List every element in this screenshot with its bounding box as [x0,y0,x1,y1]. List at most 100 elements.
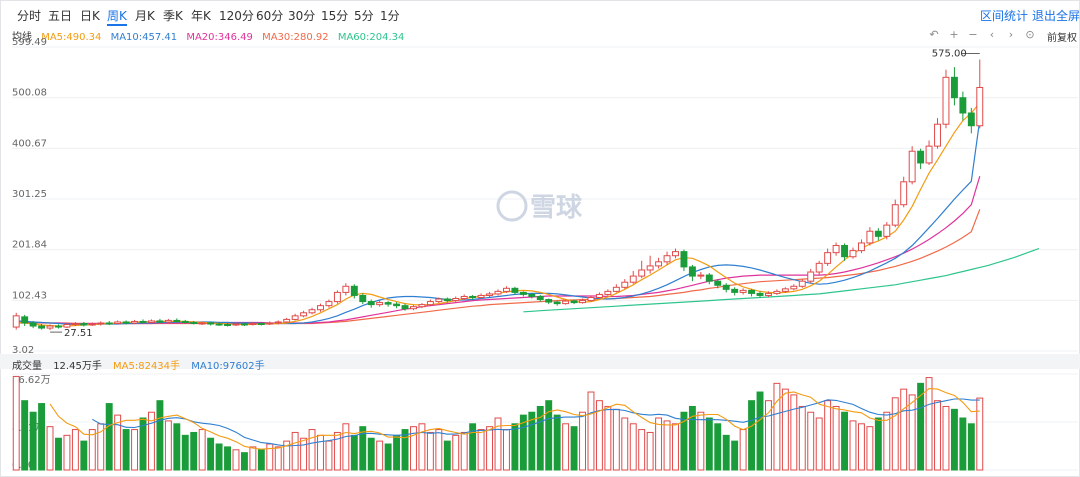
candle-body [908,150,916,183]
candle-body [283,318,291,323]
candle [274,320,282,325]
volume-total: 12.45万手 [53,361,102,372]
tab-quarter-k[interactable]: 季K [163,9,183,23]
volume-ma10-line [92,398,980,447]
candle [925,140,933,165]
candle [283,317,291,323]
volume-bar [765,400,772,471]
candle-body [384,302,392,305]
reset-icon[interactable]: ⊙ [1025,28,1035,41]
candle-body [97,322,105,325]
volume-bar [714,423,722,471]
candle [587,295,595,302]
candle [934,118,941,149]
candle [198,321,206,326]
volume-bar [562,423,570,471]
candle [80,321,88,327]
candle-body [722,284,730,290]
exit-fullscreen-link[interactable]: 退出全屏 [1032,9,1080,23]
ma-legend: 均线 MA5:490.34 MA10:457.41 MA20:346.49 MA… [12,28,410,43]
candle [207,321,215,326]
tab-5min[interactable]: 5分 [354,9,374,23]
candle [773,289,781,295]
candle-body [333,291,341,303]
volume-bar [240,452,248,471]
candle [190,320,198,325]
candle-body [376,302,384,306]
candlesticks [12,59,984,331]
candle-body [942,76,950,125]
candle [139,319,147,324]
volume-bar [781,388,789,471]
candle [55,324,62,329]
candle-body [638,269,646,277]
candle [317,303,324,312]
candle-body [122,321,130,324]
tab-15min[interactable]: 15分 [321,9,349,23]
candle-body [697,274,705,277]
tab-week-k[interactable]: 周K [107,9,127,23]
volume-bar [494,417,502,471]
volume-bar [874,417,882,471]
candle-body [900,181,908,206]
price-tick-label: 3.02 [12,345,34,356]
volume-bar [638,429,646,471]
tab-60min[interactable]: 60分 [256,9,284,23]
tab-month-k[interactable]: 月K [135,9,155,23]
candle-body [486,293,494,296]
high-annotation: 575.00 [932,48,967,59]
volume-bar [891,397,899,471]
move-left-icon[interactable]: ‹ [989,28,995,41]
range-stats-link[interactable]: 区间统计 [980,9,1029,23]
candle-body [148,320,155,323]
volume-bar [122,429,130,471]
volume-bar [486,426,494,471]
tab-five-day[interactable]: 五日 [48,9,73,23]
candle [629,270,637,284]
candle-body [545,299,553,303]
candle-body [291,315,299,320]
annotations: 575.00 27.51 [50,48,980,339]
volume-bar [959,417,967,471]
candle-body [655,261,663,267]
tab-120min[interactable]: 120分 [219,9,254,23]
candle [824,248,832,266]
volume-bars [12,375,984,471]
candle-body [257,322,265,325]
adjust-dropdown[interactable]: 前复权 [1047,33,1077,44]
volume-bar [722,434,730,471]
candle [21,314,29,327]
volume-bar [71,429,79,471]
candle [748,288,756,297]
volume-bar [857,423,865,471]
volume-bar [536,405,544,471]
zoom-in-icon[interactable]: + [949,28,959,41]
tab-year-k[interactable]: 年K [191,9,211,23]
tab-1min[interactable]: 1分 [380,9,400,23]
move-right-icon[interactable]: › [1008,28,1014,41]
volume-bar [900,388,908,471]
candle [38,323,46,330]
candle-body [553,301,561,305]
zoom-out-icon[interactable]: − [968,28,978,41]
candle [579,298,586,304]
undo-icon[interactable]: ↶ [929,28,939,41]
candle-body [790,285,798,290]
volume-bar [502,429,510,471]
candle [950,67,958,106]
tab-30min[interactable]: 30分 [288,9,316,23]
candle-body [207,322,215,325]
volume-bar [841,411,848,471]
volume-bar [38,403,46,471]
candle-body [672,251,679,257]
candle [714,279,722,289]
candle [705,273,713,285]
tab-fenshi[interactable]: 分时 [17,9,42,23]
volume-bar [80,440,88,471]
candle [908,146,916,185]
volume-bar [655,417,663,471]
watermark-logo-icon [496,190,528,222]
volume-bar [300,437,308,471]
tab-day-k[interactable]: 日K [80,9,100,23]
